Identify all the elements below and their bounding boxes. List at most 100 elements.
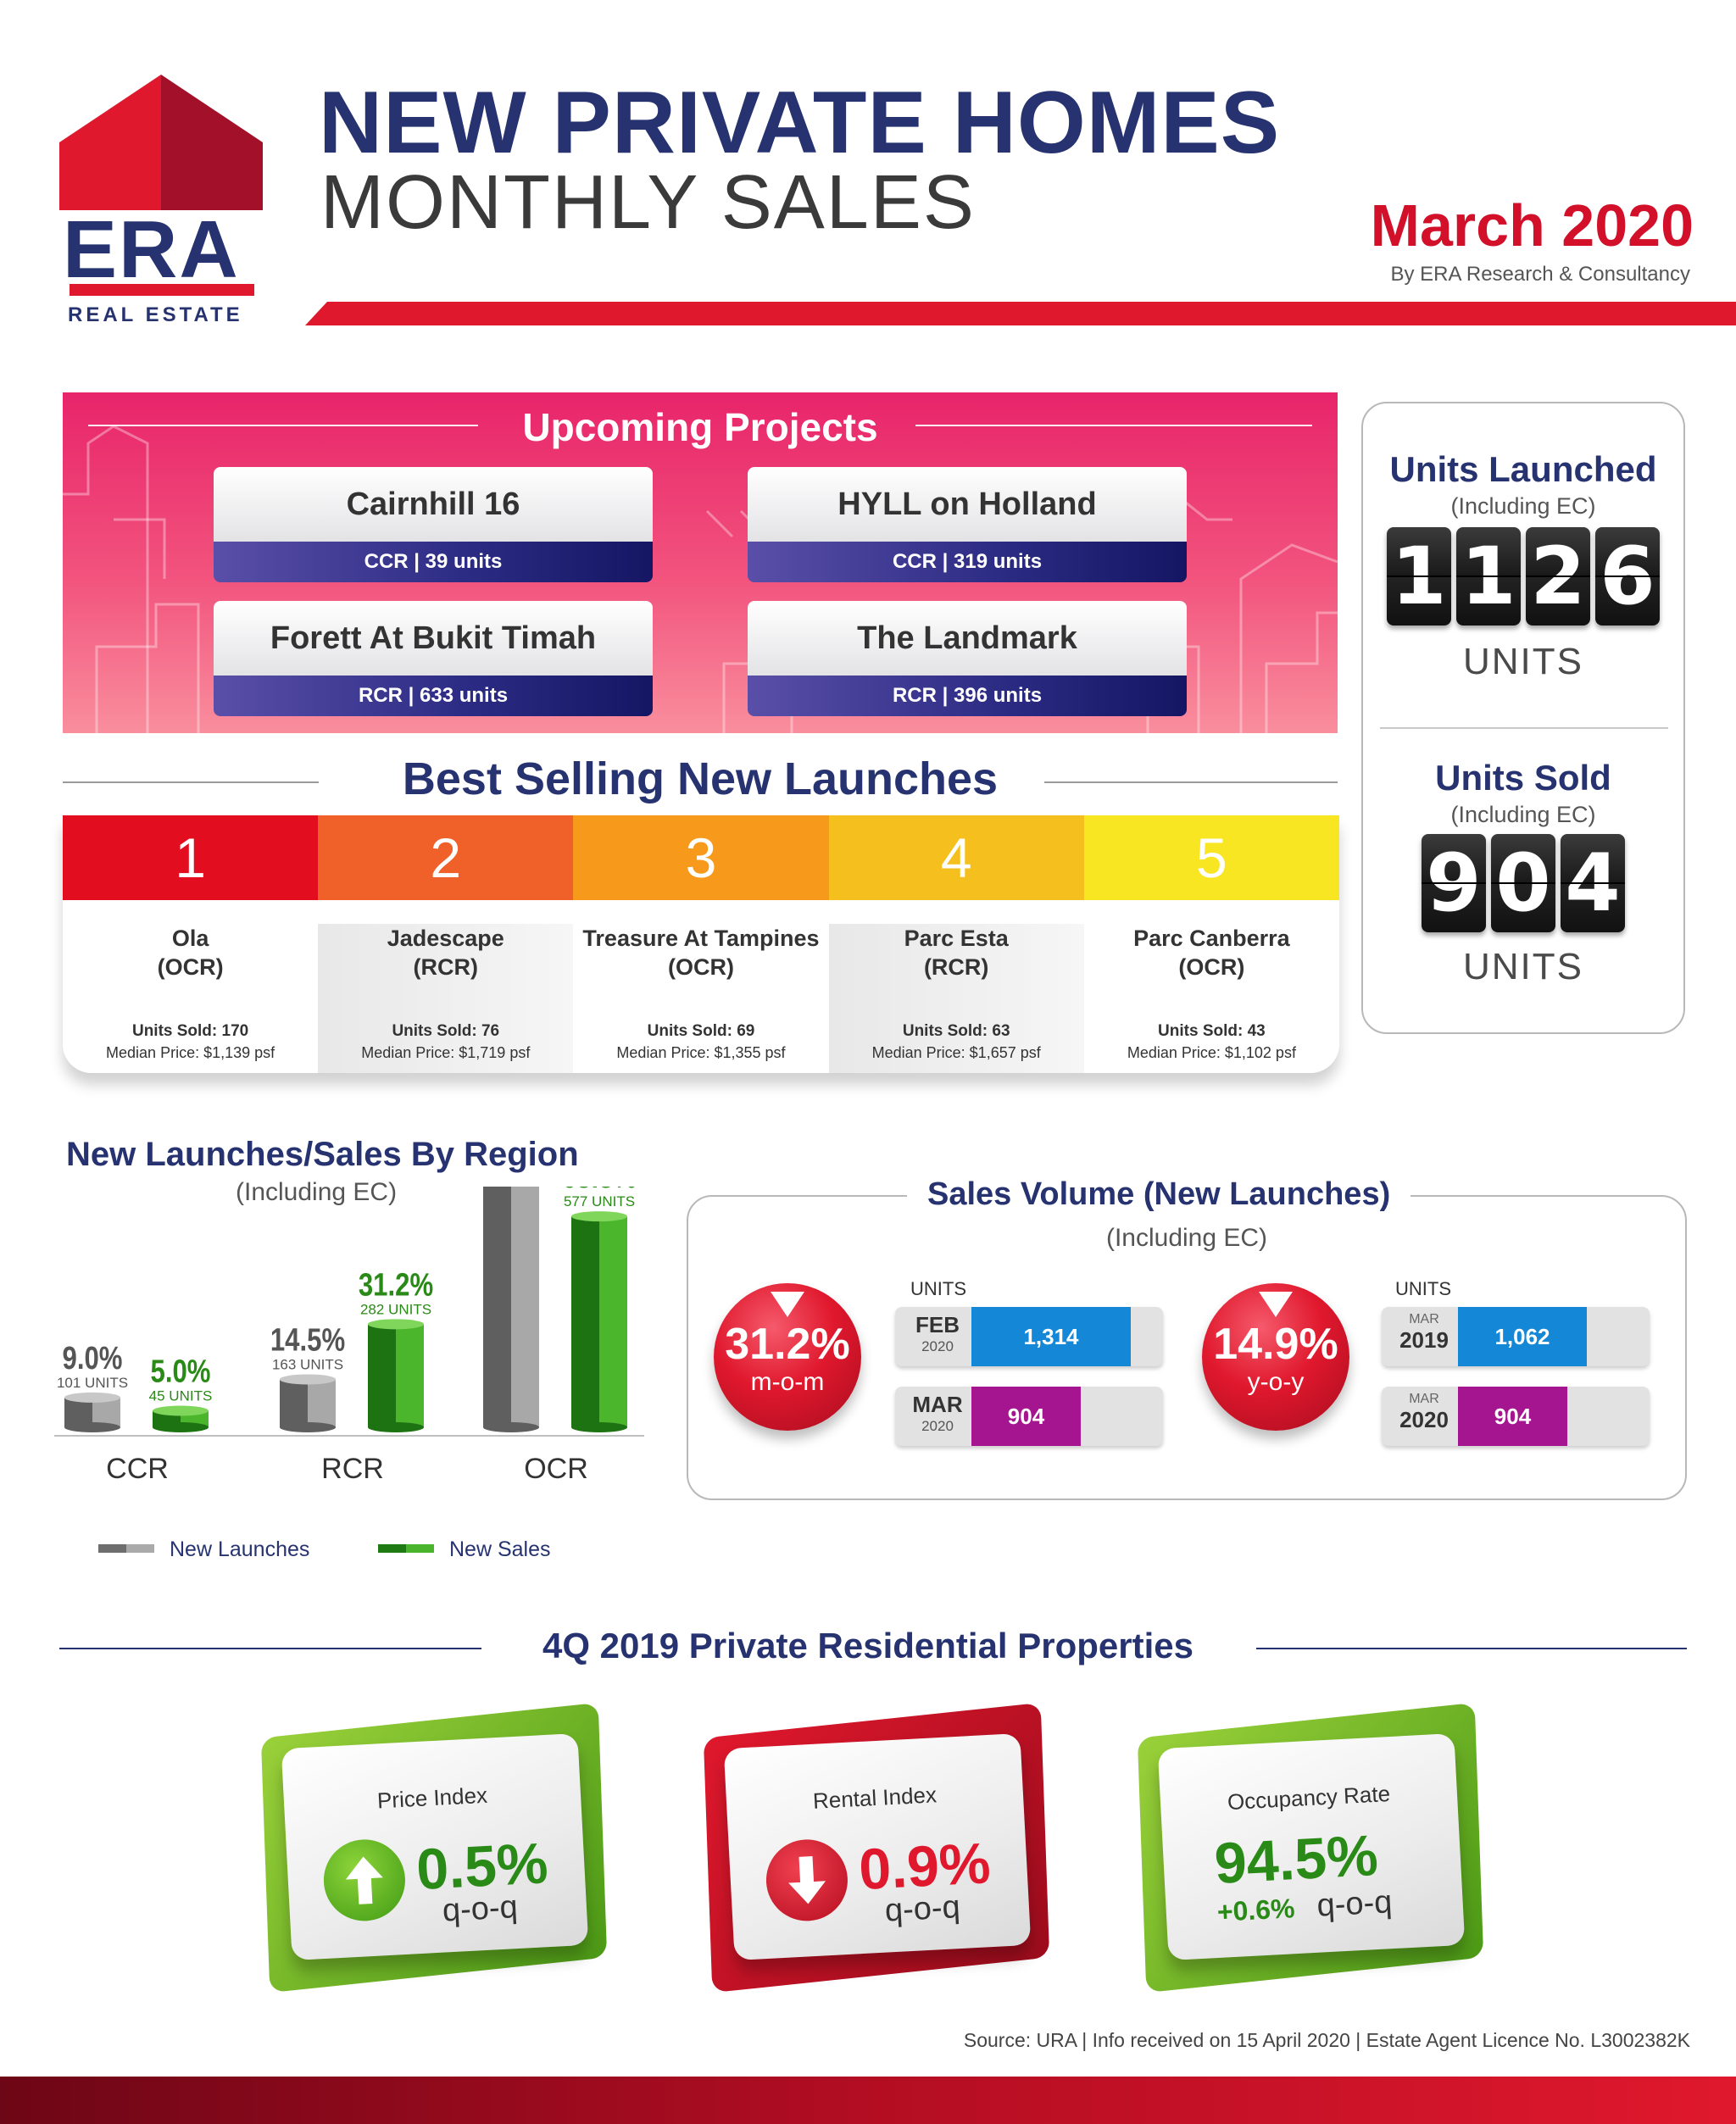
bar-units-label: 163 UNITS bbox=[272, 1356, 343, 1372]
bar-units-label: 282 UNITS bbox=[360, 1301, 431, 1317]
item-region: (OCR) bbox=[667, 954, 734, 980]
bar-value-label: 9.0% bbox=[63, 1341, 123, 1376]
page-subtitle: MONTHLY SALES bbox=[320, 160, 976, 245]
units-summary-panel: Units Launched (Including EC) 1 1 2 6 UN… bbox=[1361, 402, 1685, 1034]
bar-value-label: 5.0% bbox=[151, 1354, 211, 1390]
logo-underline bbox=[70, 284, 254, 296]
flip-digit: 1 bbox=[1456, 527, 1521, 626]
upcoming-projects-panel: Upcoming Projects Cairnhill 16 CCR | 39 … bbox=[63, 392, 1338, 733]
rank-number: 3 bbox=[573, 815, 829, 900]
item-median-price: Median Price: $1,657 psf bbox=[871, 1044, 1041, 1061]
bar-value-label: 14.5% bbox=[270, 1323, 345, 1359]
volume-bar-mar-2020: MAR 2020 904 bbox=[895, 1387, 1163, 1446]
units-launched-title: Units Launched bbox=[1389, 449, 1657, 489]
card-qoq: q-o-q bbox=[1316, 1884, 1394, 1924]
bar-top bbox=[571, 1211, 627, 1222]
region-chart-subtitle: (Including EC) bbox=[236, 1178, 398, 1206]
bar-fill: 904 bbox=[1458, 1387, 1567, 1446]
bar-left-face bbox=[280, 1379, 308, 1427]
down-triangle-icon bbox=[1259, 1292, 1293, 1317]
title-rule-left bbox=[59, 1648, 481, 1649]
byline: By ERA Research & Consultancy bbox=[1390, 263, 1691, 286]
project-info: RCR | 396 units bbox=[748, 676, 1187, 716]
bar-top bbox=[280, 1374, 336, 1385]
title-rule-left bbox=[88, 425, 478, 426]
units-sold-label: UNITS bbox=[1463, 946, 1583, 987]
item-units-sold: Units Sold: 76 bbox=[392, 1022, 500, 1040]
item-body: Treasure At Tampines (OCR) Units Sold: 6… bbox=[573, 924, 829, 1073]
flip-digit: 0 bbox=[1491, 834, 1555, 932]
project-card: Forett At Bukit Timah RCR | 633 units bbox=[214, 601, 653, 718]
bar-bottom bbox=[64, 1422, 120, 1432]
legend-swatch-sales bbox=[378, 1544, 434, 1553]
logo-roof-icon bbox=[59, 75, 263, 210]
yoy-change-badge: 14.9% y-o-y bbox=[1202, 1283, 1349, 1431]
price-index-card: Price Index 0.5% q-o-q bbox=[260, 1702, 608, 1993]
bar-right-face bbox=[599, 1216, 627, 1427]
item-median-price: Median Price: $1,102 psf bbox=[1127, 1044, 1296, 1061]
page-title: NEW PRIVATE HOMES bbox=[319, 74, 1281, 172]
best-selling-item: 5 Parc Canberra (OCR) Units Sold: 43 Med… bbox=[1083, 815, 1339, 1073]
units-axis-label: UNITS bbox=[910, 1278, 966, 1299]
item-median-price: Median Price: $1,719 psf bbox=[361, 1044, 531, 1061]
project-name: Forett At Bukit Timah bbox=[214, 601, 653, 676]
volume-bar-mar-2020: MAR 2020 904 bbox=[1382, 1387, 1650, 1446]
best-selling-item: 2 Jadescape (RCR) Units Sold: 76 Median … bbox=[318, 815, 574, 1073]
units-sold-counter: 9 0 4 bbox=[1363, 834, 1683, 932]
bar-bottom bbox=[368, 1422, 424, 1432]
item-units-sold: Units Sold: 170 bbox=[131, 1022, 249, 1040]
project-name: The Landmark bbox=[748, 601, 1187, 676]
bar-top bbox=[368, 1319, 424, 1330]
item-region: (OCR) bbox=[157, 954, 224, 980]
project-card: The Landmark RCR | 396 units bbox=[748, 601, 1187, 718]
best-selling-title: Best Selling New Launches bbox=[402, 753, 999, 804]
logo-text: ERA bbox=[63, 204, 240, 295]
bar-month: MAR bbox=[1409, 1312, 1439, 1326]
bar-bottom bbox=[280, 1422, 336, 1432]
card-qoq: q-o-q bbox=[883, 1889, 961, 1929]
bar-month: MAR bbox=[1409, 1392, 1439, 1406]
bar-units-label: 577 UNITS bbox=[564, 1193, 635, 1209]
bar-right-face bbox=[308, 1379, 336, 1427]
volume-bar-feb-2020: FEB 2020 1,314 bbox=[895, 1307, 1163, 1366]
bar-left-face bbox=[571, 1216, 599, 1427]
flip-digit: 9 bbox=[1422, 834, 1486, 932]
bar-bottom bbox=[571, 1422, 627, 1432]
bar-bottom bbox=[483, 1422, 539, 1432]
units-launched-label: UNITS bbox=[1463, 641, 1583, 682]
units-sold-subtitle: (Including EC) bbox=[1450, 802, 1596, 827]
card-title: Rental Index bbox=[812, 1782, 938, 1814]
down-arrow-icon bbox=[764, 1837, 850, 1923]
best-selling-item: 1 Ola (OCR) Units Sold: 170 Median Price… bbox=[63, 815, 319, 1073]
flip-digit: 4 bbox=[1561, 834, 1625, 932]
mom-change-badge: 31.2% m-o-m bbox=[714, 1283, 861, 1431]
card-face: Rental Index 0.9% q-o-q bbox=[723, 1733, 1032, 1960]
category-label: CCR bbox=[106, 1453, 169, 1485]
bar-period: MAR 2019 bbox=[1390, 1312, 1458, 1354]
item-body: Parc Esta (RCR) Units Sold: 63 Median Pr… bbox=[828, 924, 1084, 1073]
bar-year: 2019 bbox=[1399, 1327, 1449, 1353]
best-selling-table: 1 Ola (OCR) Units Sold: 170 Median Price… bbox=[63, 815, 1339, 1073]
region-bar-chart: 9.0%101 UNITS 5.0%45 UNITS CCR 14.5%163 UNI… bbox=[54, 1187, 644, 1485]
units-launched-counter: 1 1 2 6 bbox=[1363, 527, 1683, 626]
bar-month: FEB bbox=[915, 1312, 960, 1337]
card-title: Occupancy Rate bbox=[1227, 1781, 1391, 1815]
upcoming-projects-title: Upcoming Projects bbox=[522, 405, 878, 449]
rank-number: 2 bbox=[318, 815, 574, 900]
bar-period: FEB 2020 bbox=[904, 1312, 971, 1355]
item-units-sold: Units Sold: 63 bbox=[902, 1022, 1010, 1040]
bar-value-label: 31.2% bbox=[359, 1268, 433, 1304]
item-name: Ola bbox=[171, 926, 209, 951]
card-face: Occupancy Rate 94.5% +0.6% q-o-q bbox=[1157, 1733, 1466, 1960]
card-qoq: q-o-q bbox=[441, 1889, 519, 1929]
yoy-label: y-o-y bbox=[1247, 1368, 1305, 1396]
project-info: CCR | 39 units bbox=[214, 542, 653, 582]
report-month: March 2020 bbox=[1370, 192, 1694, 259]
up-arrow-icon bbox=[321, 1837, 408, 1923]
bar-month: MAR bbox=[912, 1392, 963, 1417]
bar-period: MAR 2020 bbox=[1390, 1392, 1458, 1433]
item-region: (RCR) bbox=[413, 954, 479, 980]
item-name: Parc Esta bbox=[904, 926, 1009, 951]
card-title: Price Index bbox=[376, 1782, 488, 1814]
rank-number: 1 bbox=[63, 815, 319, 900]
